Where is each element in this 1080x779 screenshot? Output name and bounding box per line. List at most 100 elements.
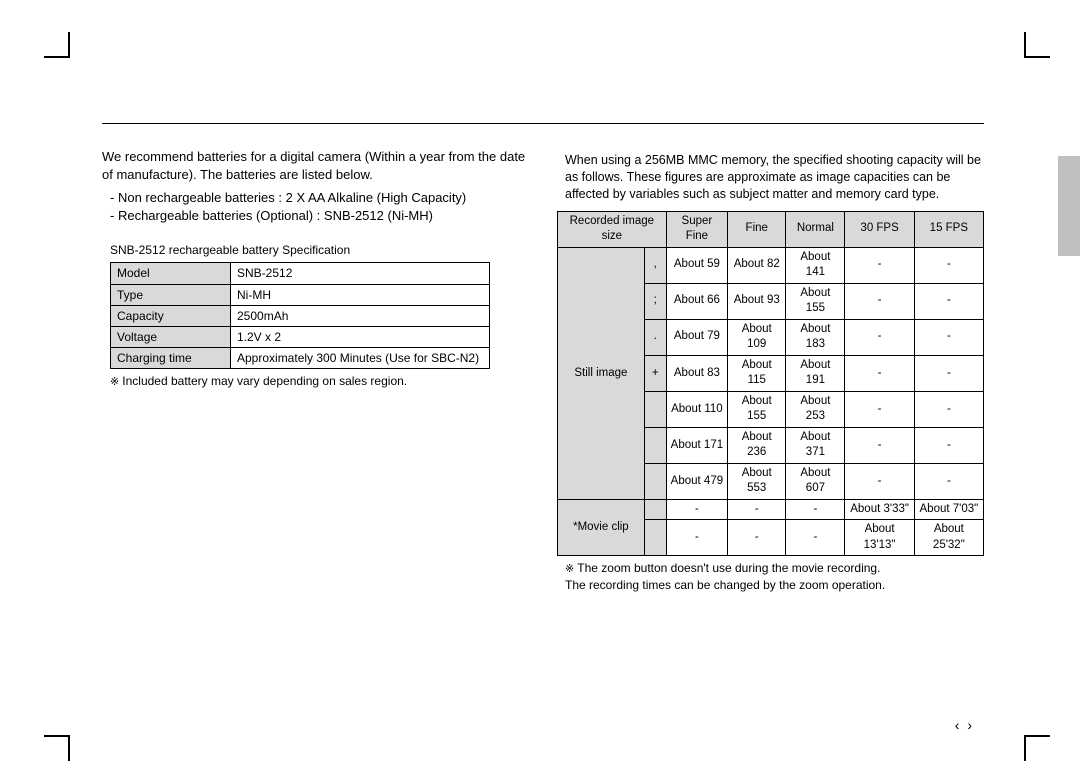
data-cell: - — [845, 427, 914, 463]
size-cell: . — [644, 319, 666, 355]
data-cell: - — [728, 499, 786, 520]
table-row: ModelSNB-2512 — [111, 263, 490, 284]
data-cell: - — [845, 355, 914, 391]
table-row: *Movie clip---About 3'33"About 7'03" — [558, 499, 984, 520]
spec-label: Voltage — [111, 326, 231, 347]
data-cell: - — [786, 520, 845, 556]
size-cell: + — [644, 355, 666, 391]
size-cell — [644, 463, 666, 499]
spec-value: 2500mAh — [231, 305, 490, 326]
battery-intro-text: We recommend batteries for a digital cam… — [102, 148, 529, 183]
spec-value: Ni-MH — [231, 284, 490, 305]
spec-table-heading: SNB-2512 rechargeable battery Speciﬁcati… — [110, 242, 529, 258]
battery-bullets: Non rechargeable batteries : 2 X AA Alka… — [110, 189, 529, 224]
data-cell: About 155 — [786, 283, 845, 319]
data-cell: - — [914, 463, 983, 499]
crop-mark-bl — [44, 735, 70, 761]
header-rule — [102, 123, 984, 124]
bullet-item: Non rechargeable batteries : 2 X AA Alka… — [110, 189, 529, 207]
data-cell: About 109 — [728, 319, 786, 355]
data-cell: About 371 — [786, 427, 845, 463]
data-cell: - — [666, 499, 728, 520]
spec-label: Model — [111, 263, 231, 284]
data-cell: About 79 — [666, 319, 728, 355]
data-cell: - — [845, 463, 914, 499]
table-row: Charging timeApproximately 300 Minutes (… — [111, 348, 490, 369]
data-cell: - — [845, 247, 914, 283]
col-header: Recorded image size — [558, 211, 667, 247]
capacity-table: Recorded image size Super Fine Fine Norm… — [557, 211, 984, 557]
crop-mark-tl — [44, 32, 70, 58]
spec-value: 1.2V x 2 — [231, 326, 490, 347]
data-cell: About 553 — [728, 463, 786, 499]
data-cell: About 25'32" — [914, 520, 983, 556]
table-row: Capacity2500mAh — [111, 305, 490, 326]
data-cell: - — [914, 283, 983, 319]
data-cell: About 66 — [666, 283, 728, 319]
data-cell: About 183 — [786, 319, 845, 355]
data-cell: - — [914, 355, 983, 391]
spec-value: SNB-2512 — [231, 263, 490, 284]
data-cell: About 236 — [728, 427, 786, 463]
data-cell: About 83 — [666, 355, 728, 391]
data-cell: About 110 — [666, 391, 728, 427]
size-cell — [644, 391, 666, 427]
data-cell: - — [666, 520, 728, 556]
capacity-footnote: The zoom button doesn't use during the m… — [565, 560, 984, 593]
data-cell: About 253 — [786, 391, 845, 427]
data-cell: About 155 — [728, 391, 786, 427]
row-group-movie: *Movie clip — [558, 499, 645, 556]
data-cell: About 3'33" — [845, 499, 914, 520]
spec-label: Capacity — [111, 305, 231, 326]
data-cell: About 141 — [786, 247, 845, 283]
size-cell — [644, 499, 666, 520]
data-cell: - — [845, 283, 914, 319]
data-cell: About 115 — [728, 355, 786, 391]
data-cell: - — [914, 319, 983, 355]
data-cell: - — [845, 391, 914, 427]
data-cell: About 7'03" — [914, 499, 983, 520]
crop-mark-br — [1024, 735, 1050, 761]
table-row: TypeNi-MH — [111, 284, 490, 305]
crop-mark-tr — [1024, 32, 1050, 58]
content-columns: We recommend batteries for a digital cam… — [102, 148, 984, 593]
data-cell: About 93 — [728, 283, 786, 319]
data-cell: About 59 — [666, 247, 728, 283]
table-row: Voltage1.2V x 2 — [111, 326, 490, 347]
data-cell: About 82 — [728, 247, 786, 283]
data-cell: About 13'13" — [845, 520, 914, 556]
size-cell: ; — [644, 283, 666, 319]
col-header: 15 FPS — [914, 211, 983, 247]
capacity-intro-text: When using a 256MB MMC memory, the speci… — [565, 152, 984, 203]
side-thumb-tab — [1058, 156, 1080, 256]
data-cell: - — [914, 427, 983, 463]
table-header-row: Recorded image size Super Fine Fine Norm… — [558, 211, 984, 247]
col-header: Super Fine — [666, 211, 728, 247]
left-column: We recommend batteries for a digital cam… — [102, 148, 529, 593]
table-row: Still image,About 59About 82About 141-- — [558, 247, 984, 283]
spec-footnote: Included battery may vary depending on s… — [110, 373, 529, 390]
data-cell: - — [728, 520, 786, 556]
data-cell: - — [786, 499, 845, 520]
battery-spec-table: ModelSNB-2512 TypeNi-MH Capacity2500mAh … — [110, 262, 490, 369]
manual-page: We recommend batteries for a digital cam… — [0, 0, 1080, 779]
data-cell: - — [914, 247, 983, 283]
size-cell — [644, 520, 666, 556]
bullet-item: Rechargeable batteries (Optional) : SNB-… — [110, 207, 529, 225]
spec-label: Type — [111, 284, 231, 305]
page-number — [955, 717, 974, 733]
col-header: Fine — [728, 211, 786, 247]
size-cell — [644, 427, 666, 463]
spec-label: Charging time — [111, 348, 231, 369]
data-cell: About 191 — [786, 355, 845, 391]
col-header: 30 FPS — [845, 211, 914, 247]
size-cell: , — [644, 247, 666, 283]
data-cell: About 479 — [666, 463, 728, 499]
row-group-still: Still image — [558, 247, 645, 499]
col-header: Normal — [786, 211, 845, 247]
data-cell: About 171 — [666, 427, 728, 463]
data-cell: - — [914, 391, 983, 427]
spec-value: Approximately 300 Minutes (Use for SBC-N… — [231, 348, 490, 369]
right-column: When using a 256MB MMC memory, the speci… — [557, 148, 984, 593]
data-cell: - — [845, 319, 914, 355]
